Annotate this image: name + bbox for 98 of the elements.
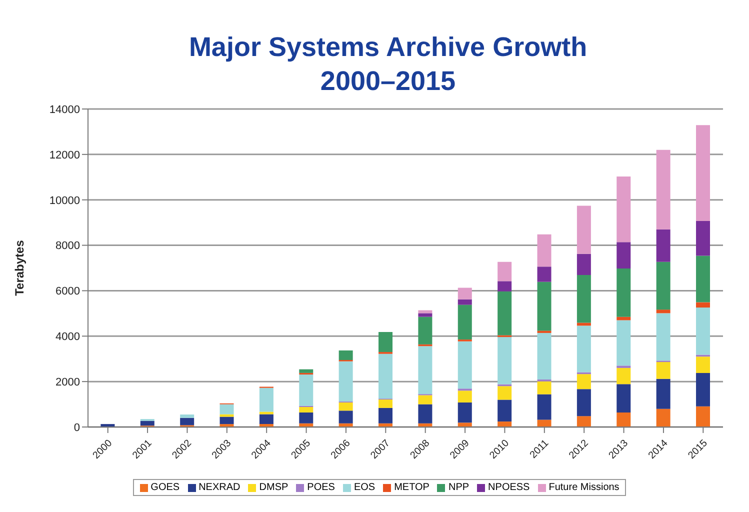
bar [458, 304, 472, 340]
bar [537, 381, 552, 394]
bar [537, 234, 552, 267]
bar [656, 229, 670, 262]
bar [616, 320, 631, 366]
y-axis-title: Terabytes [12, 240, 26, 296]
bar [338, 361, 353, 402]
bar [458, 341, 472, 389]
legend-label: DMSP [258, 482, 288, 493]
bar [656, 378, 670, 409]
bar [458, 390, 472, 402]
bar [696, 406, 710, 427]
bar [498, 422, 512, 427]
bar [616, 412, 631, 427]
bar [537, 282, 552, 331]
legend-label: NPOESS [487, 482, 530, 493]
bar [656, 362, 670, 379]
bar [338, 350, 353, 360]
legend-label: GOES [150, 482, 180, 493]
bar [418, 395, 432, 404]
bar [696, 256, 710, 302]
legend-label: EOS [352, 482, 376, 493]
bar [616, 176, 631, 242]
bar [696, 372, 710, 406]
bar [338, 402, 353, 411]
bar [458, 402, 472, 423]
bar [696, 308, 710, 355]
y-tick-label: 6000 [56, 286, 80, 298]
bar [656, 310, 670, 314]
y-tick-label: 14000 [49, 104, 80, 116]
bar [418, 313, 432, 317]
y-tick-label: 4000 [56, 331, 80, 344]
bar [378, 400, 393, 408]
bar [498, 337, 512, 384]
bar [656, 313, 670, 361]
bar [537, 420, 552, 427]
bar [378, 332, 393, 352]
bar [418, 404, 432, 424]
bar [696, 356, 710, 373]
bar [418, 310, 432, 314]
bar [656, 150, 670, 230]
bar [537, 332, 552, 380]
bar [220, 404, 234, 414]
bar [299, 407, 314, 412]
bar [259, 414, 274, 424]
bar [220, 416, 234, 424]
bar [378, 354, 393, 399]
bar [299, 369, 314, 373]
bar [259, 412, 274, 414]
bar [458, 288, 472, 300]
bar [498, 281, 512, 292]
legend-label: POES [306, 482, 335, 493]
bar [576, 275, 591, 323]
legend-label: NEXRAD [198, 482, 240, 493]
bar [378, 408, 393, 424]
bar [576, 389, 591, 416]
bar [299, 374, 314, 406]
bar [616, 384, 631, 412]
y-tick-label: 2000 [56, 376, 80, 388]
y-tick-label: 10000 [49, 194, 80, 207]
bar [576, 206, 591, 254]
bar [616, 368, 631, 384]
bar [498, 386, 512, 400]
bar [338, 410, 353, 424]
bar [299, 412, 314, 424]
bar [656, 408, 670, 427]
y-tick-label: 0 [74, 422, 80, 434]
bar [616, 242, 631, 268]
bar [576, 322, 591, 326]
legend-label: NPP [447, 482, 470, 493]
bar [498, 291, 512, 336]
bar [418, 346, 432, 394]
bar [418, 316, 432, 344]
bar [696, 302, 710, 308]
bar [180, 414, 194, 418]
bar [458, 299, 472, 305]
bar [458, 422, 472, 427]
bar [498, 400, 512, 422]
legend-label: Future Missions [548, 482, 620, 493]
bar [576, 326, 591, 372]
bar [696, 125, 710, 221]
bar [576, 374, 591, 390]
bar [537, 394, 552, 420]
bar [696, 220, 710, 256]
bar [537, 266, 552, 282]
bar [180, 418, 194, 426]
bar [140, 420, 154, 426]
bar [616, 268, 631, 317]
bar [656, 262, 670, 310]
bar [576, 416, 591, 427]
bar [576, 254, 591, 276]
legend-label: METOP [393, 482, 430, 493]
bar [498, 262, 512, 282]
bar [259, 388, 274, 412]
y-tick-label: 12000 [49, 149, 80, 162]
chart-title: Major Systems Archive Growth 2000–2015 [188, 31, 588, 98]
y-tick-label: 8000 [56, 240, 80, 252]
bar [220, 414, 234, 417]
